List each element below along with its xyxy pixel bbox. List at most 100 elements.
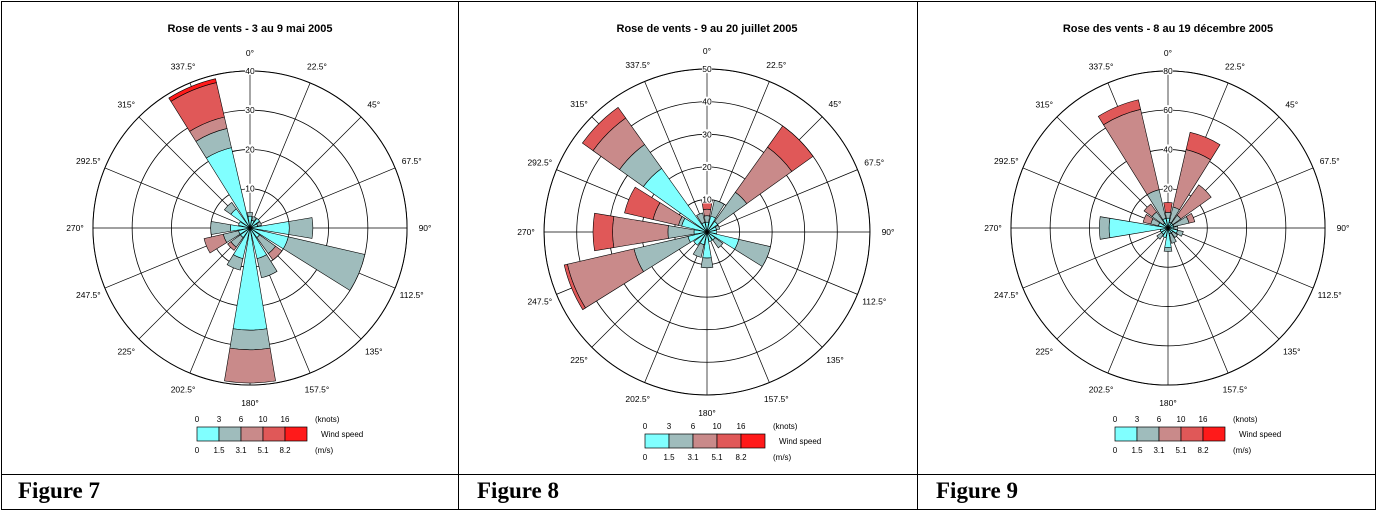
direction-label: 292.5° [76,156,101,166]
rose-sector-segment [1173,226,1179,230]
legend-swatch [1114,426,1138,442]
legend-ms-label: 3.1 [235,446,247,455]
legend-swatch [1158,426,1182,442]
legend-ms-label: 0 [1113,446,1118,455]
ring-label-bg [245,105,255,115]
figure-panel-2: Rose de vents - 9 au 20 juillet 2005 0° 22… [459,0,918,511]
direction-label: 22.5° [307,61,327,71]
direction-label: 157.5° [1223,385,1248,395]
rose-sector-segment [1185,131,1221,161]
legend-knots-label: 10 [1177,415,1186,424]
direction-label: 247.5° [994,290,1019,300]
legend-swatch [668,433,694,449]
rose-sector-segment [249,217,261,229]
legend-knots-label: 0 [1113,415,1118,424]
direction-label: 270° [66,223,84,233]
direction-label: 0° [1164,48,1172,58]
direction-label: 90° [419,223,432,233]
ring-label-bg [1163,65,1173,75]
legend-knots-label: 3 [217,415,222,424]
direction-label: 270° [517,227,535,237]
direction-label: 180° [698,408,716,418]
direction-label: 292.5° [994,156,1019,166]
legend-ms-label: 1.5 [663,453,675,462]
figure-caption: Figure 9 [936,478,1018,503]
ring-label: 40 [1163,144,1173,154]
direction-label: 247.5° [527,296,552,306]
direction-label: 247.5° [76,290,101,300]
legend-ms-label: 3.1 [687,453,699,462]
rose-sector-segment [224,347,276,384]
legend-swatch [1136,426,1160,442]
rose-sector-segment [767,125,814,172]
legend-knots-label: 10 [259,415,268,424]
grid-spoke [1175,230,1314,289]
direction-label: 202.5° [171,385,196,395]
legend-title: Wind speed [779,437,821,446]
direction-label: 270° [984,223,1002,233]
direction-label: 135° [826,355,844,365]
ring-label-bg [702,64,712,74]
rose-sector-segment [712,237,724,249]
direction-label: 90° [1337,223,1350,233]
grid-spoke [709,239,770,383]
ring-label-bg [1163,105,1173,115]
rose-sector-segment [247,211,253,217]
direction-label: 67.5° [864,158,884,168]
legend-knots-label: 16 [1199,415,1208,424]
grid-spoke [138,116,245,223]
rose-sector-segment [692,242,705,258]
legend-swatch [644,433,670,449]
grid-spoke [1022,167,1161,226]
legend-knots-label: 3 [1135,415,1140,424]
direction-label: 67.5° [402,156,422,166]
rose-sector-segment [226,254,244,271]
legend-knots-label: 16 [737,422,746,431]
legend-swatch [284,426,308,442]
rose-sector-segment [1143,203,1158,218]
direction-label: 180° [1159,398,1177,408]
legend-swatch [1180,426,1204,442]
direction-label: 135° [1283,347,1301,357]
legend-swatch [262,426,286,442]
figure-caption: Figure 8 [477,478,559,503]
legend-swatch [240,426,264,442]
chart-title: Rose de vents - 3 au 9 mai 2005 [167,23,332,35]
direction-label: 337.5° [1089,61,1114,71]
rose-sector-segment [1156,232,1164,240]
legend-swatch [196,426,220,442]
grid-spoke [255,116,362,223]
legend-ms-label: 8.2 [735,453,747,462]
direction-label: 157.5° [764,394,789,404]
rose-sector-segment [1168,232,1177,244]
grid-spoke [1056,116,1163,223]
wind-rose-chart: Rose de vents - 3 au 9 mai 2005 0° 22.5° 45… [66,23,432,455]
rose-sector-segment [1185,213,1196,224]
legend-ms-unit: (m/s) [773,453,792,462]
direction-label: 202.5° [1089,385,1114,395]
direction-label: 22.5° [766,60,786,70]
ring-label-bg [245,144,255,154]
ring-label: 40 [245,66,255,76]
direction-label: 225° [570,355,588,365]
rose-sector-segment [1098,216,1111,240]
rose-sector-segment [288,217,314,239]
direction-label: 337.5° [625,60,650,70]
direction-label: 67.5° [1320,156,1340,166]
chart-title: Rose des vents - 8 au 19 décembre 2005 [1063,23,1273,35]
rose-sector-segment [267,245,283,261]
grid-spoke [709,81,770,225]
rose-sector-segment [256,221,262,227]
grid-spoke [591,237,702,348]
rose-sector-segment [256,254,278,279]
legend-knots-label: 10 [713,422,722,431]
legend-swatch [1202,426,1226,442]
grid-spoke [1173,233,1280,340]
direction-label: 112.5° [1318,290,1342,300]
grid-spoke [1022,230,1161,289]
direction-label: 45° [367,99,380,109]
rose-sector-segment [1097,99,1141,126]
direction-label: 202.5° [625,394,650,404]
legend-ms-label: 0 [195,446,200,455]
